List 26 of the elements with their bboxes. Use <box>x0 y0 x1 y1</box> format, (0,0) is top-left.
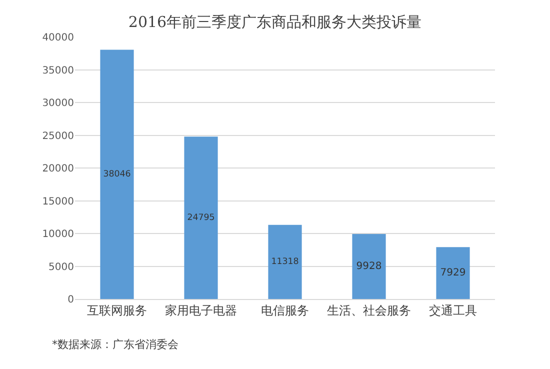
bar <box>268 224 302 299</box>
y-tick-label: 25000 <box>42 130 74 142</box>
bar <box>184 136 218 299</box>
bar <box>436 247 470 299</box>
data-label: 38046 <box>103 170 131 180</box>
y-tick-label: 5000 <box>48 262 74 273</box>
bar <box>352 234 386 299</box>
data-label: 24795 <box>187 212 215 223</box>
y-tick-label: 10000 <box>42 229 74 240</box>
chart-title: 2016年前三季度广东商品和服务大类投诉量 <box>128 13 422 32</box>
data-label: 7929 <box>440 268 466 279</box>
data-label: 9928 <box>356 260 382 272</box>
y-tick-label: 15000 <box>42 196 74 208</box>
data-label: 11318 <box>271 257 299 268</box>
y-tick-label: 30000 <box>42 98 74 109</box>
x-tick-label: 交通工具 <box>429 303 477 318</box>
x-tick-label: 生活、社会服务 <box>327 303 411 318</box>
y-tick-label: 35000 <box>42 65 74 76</box>
x-tick-label: 家用电子电器 <box>165 303 237 318</box>
x-tick-label: 互联网服务 <box>87 303 147 318</box>
y-tick-label: 40000 <box>42 32 74 44</box>
y-tick-label: 0 <box>68 294 74 306</box>
y-tick-label: 20000 <box>42 164 74 174</box>
x-tick-label: 电信服务 <box>261 303 309 318</box>
text: *数据来源：广东省消委会 <box>52 338 178 351</box>
bar <box>100 50 134 299</box>
